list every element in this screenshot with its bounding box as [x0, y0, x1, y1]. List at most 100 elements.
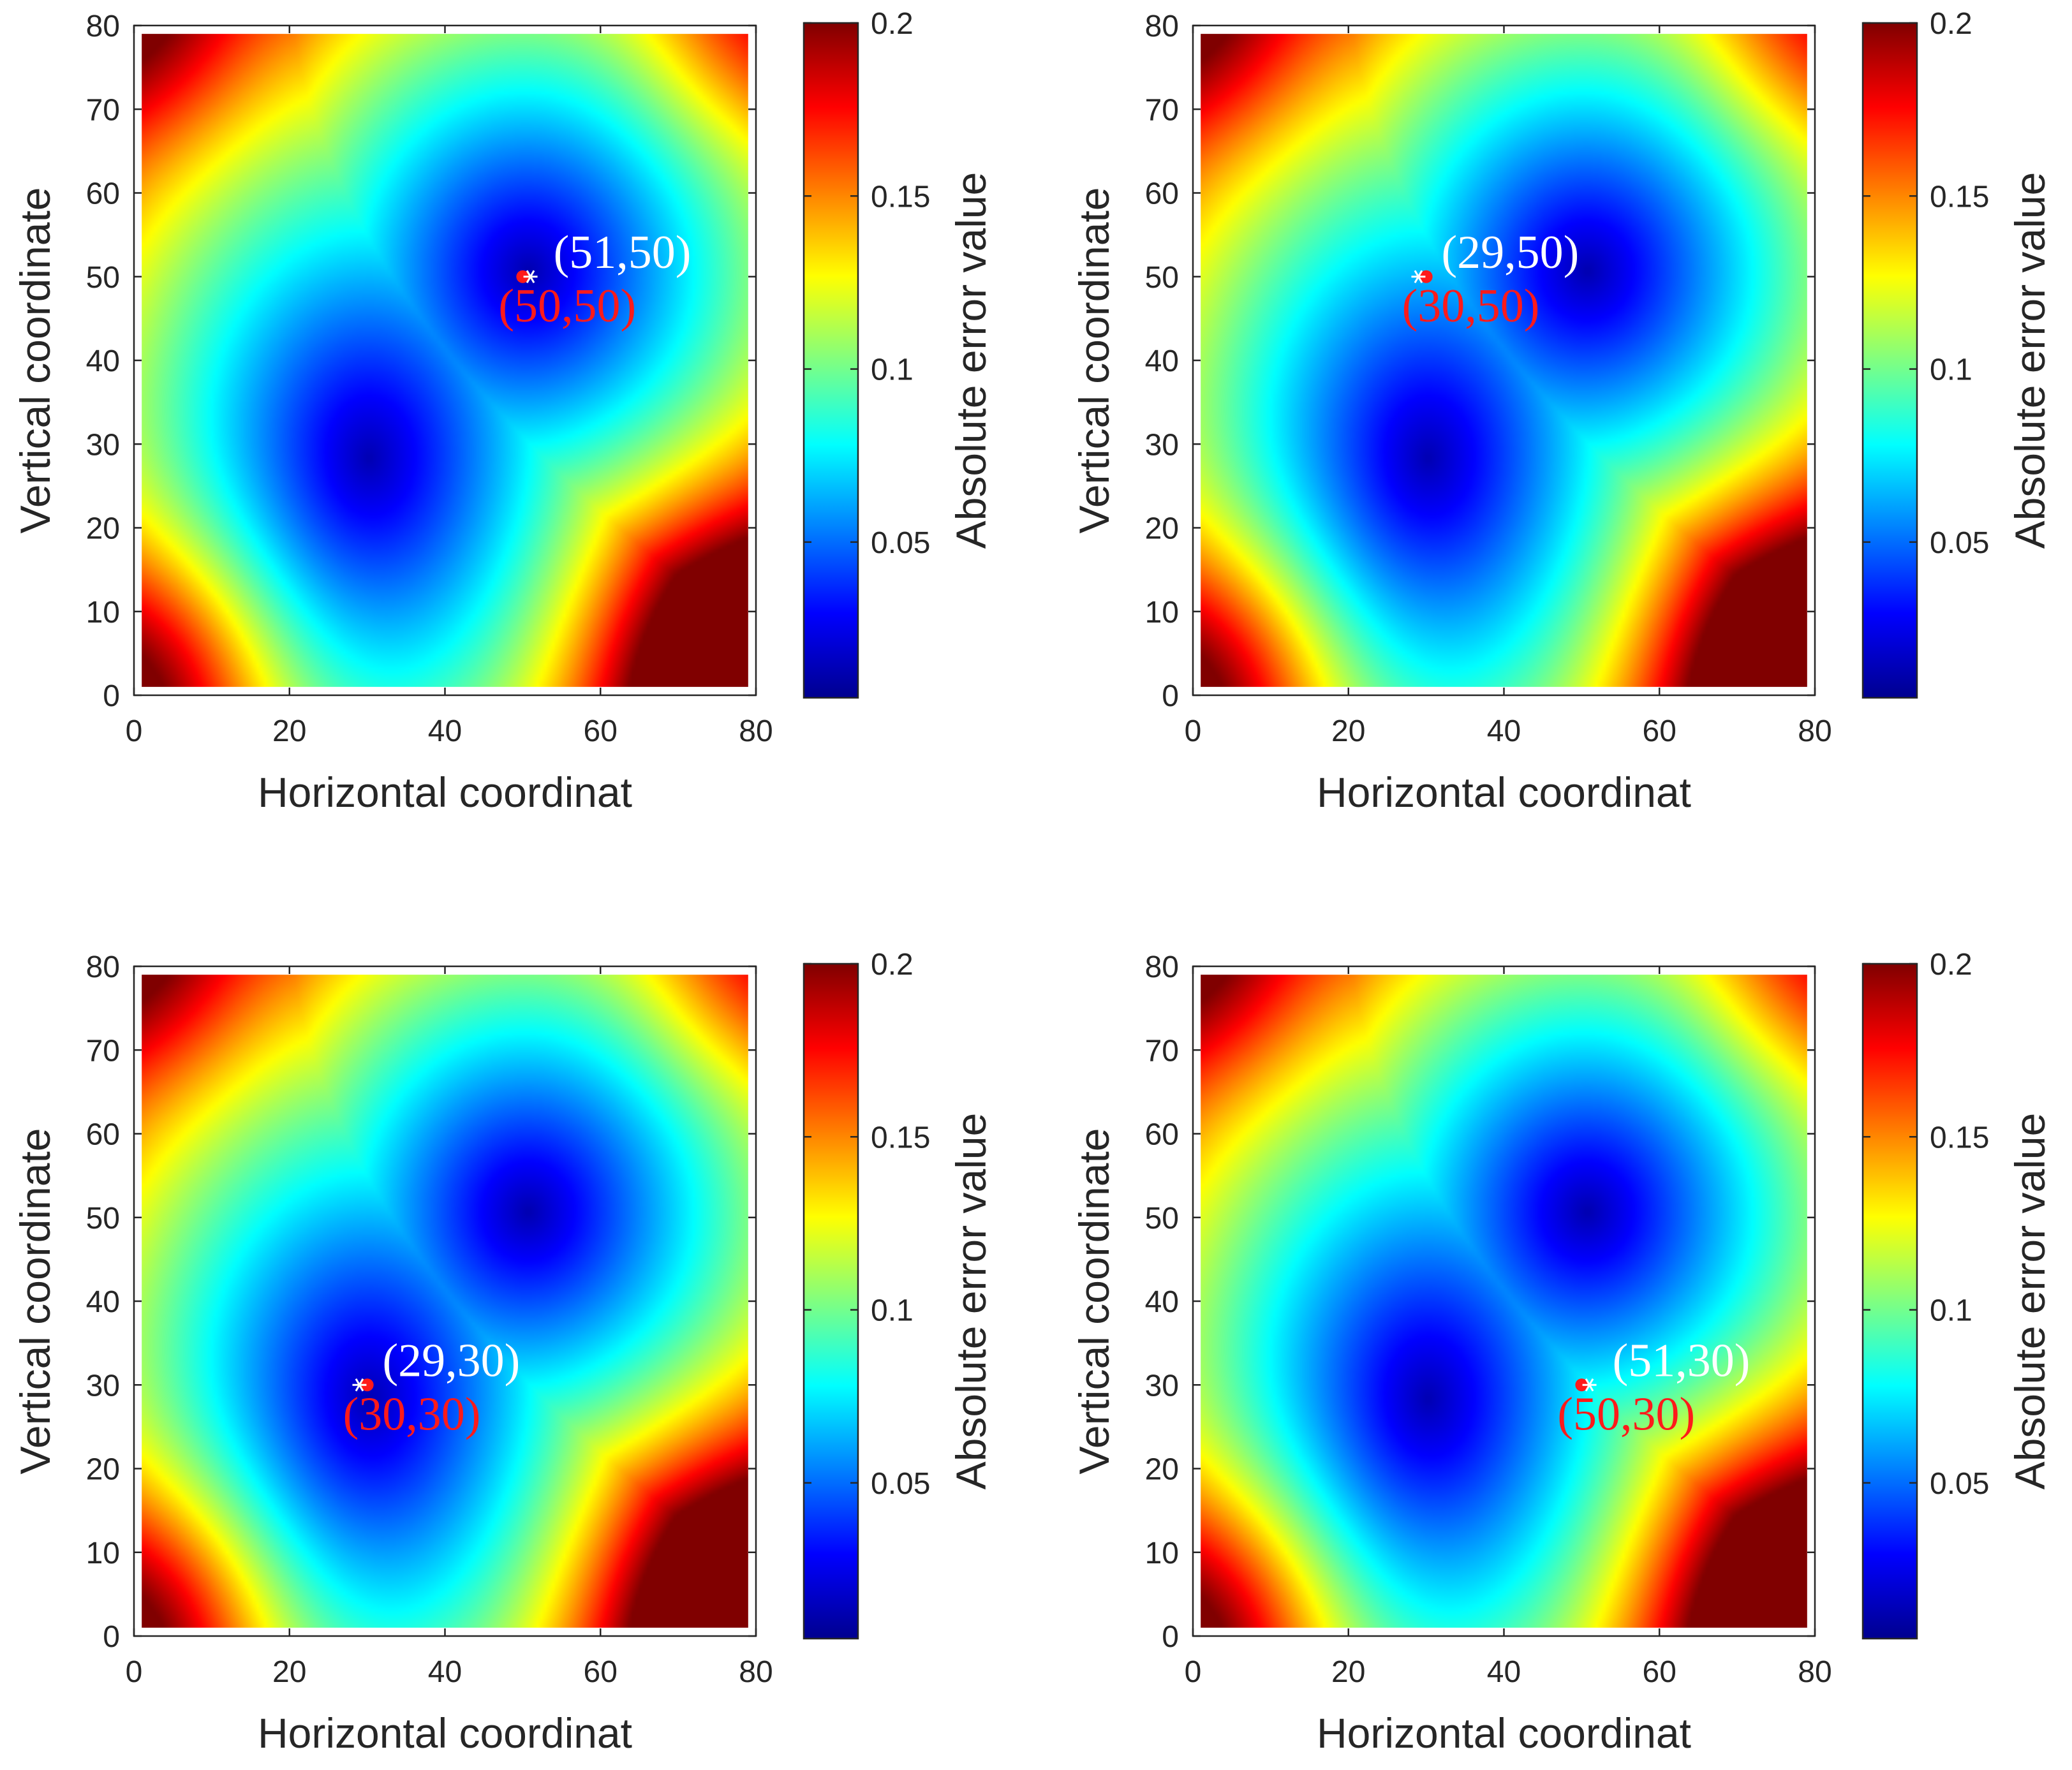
colorbar	[803, 22, 859, 699]
colorbar-tick-label: 0.1	[1930, 1294, 1972, 1328]
y-tick-label: 40	[1145, 1285, 1179, 1319]
y-tick-label: 40	[86, 344, 120, 378]
estimate-label: (29,30)	[382, 1334, 520, 1387]
y-tick-label: 50	[1145, 261, 1179, 295]
target-label: (50,50)	[498, 280, 636, 332]
y-tick-label: 50	[86, 1202, 120, 1235]
colorbar-tick-label: 0.1	[1930, 353, 1972, 387]
colorbar-tick-label: 0.1	[871, 1294, 914, 1328]
colorbar-tick-label: 0.1	[871, 353, 914, 387]
estimate-point	[352, 1378, 367, 1392]
heatmap-surface	[1201, 34, 1807, 687]
colorbar-tick-label: 0.2	[871, 948, 914, 982]
x-tick-label: 20	[272, 714, 306, 748]
heatmap-surface	[1201, 975, 1807, 1628]
x-tick-label: 40	[428, 1655, 462, 1689]
y-axis-label: Vertical coordinate	[11, 188, 59, 534]
x-tick-label: 0	[126, 714, 143, 748]
colorbar-tick-label: 0.05	[871, 526, 930, 560]
colorbar-tick-label: 0.05	[1930, 1467, 1989, 1501]
x-axis-label: Horizontal coordinat	[258, 769, 632, 816]
colorbar-tick-label: 0.05	[871, 1467, 930, 1501]
target-label: (30,50)	[1402, 280, 1540, 332]
y-axis-label: Vertical coordinate	[1070, 1128, 1118, 1475]
x-tick-label: 60	[584, 1655, 618, 1689]
x-tick-label: 40	[428, 714, 462, 748]
y-tick-label: 10	[86, 596, 120, 630]
y-tick-label: 30	[86, 1369, 120, 1403]
x-tick-label: 80	[739, 714, 773, 748]
y-tick-label: 10	[1145, 1537, 1179, 1570]
x-tick-label: 60	[584, 714, 618, 748]
y-axis-label: Vertical coordinate	[11, 1128, 59, 1475]
colorbar-label: Absolute error value	[947, 172, 995, 549]
colorbar-tick-label: 0.15	[1930, 180, 1989, 214]
heatmap-panel-bottom-right: 0 20 40 60 80 0 10 20 30 40 50 60 70 80 Horizontal coo…	[1070, 948, 2054, 1757]
y-tick-label: 60	[1145, 1118, 1179, 1152]
y-tick-label: 80	[86, 950, 120, 984]
y-tick-label: 10	[1145, 596, 1179, 630]
target-point	[1419, 270, 1433, 283]
colorbar-tick-label: 0.05	[1930, 526, 1989, 560]
y-tick-label: 0	[103, 1620, 120, 1654]
estimate-point	[1582, 1378, 1597, 1392]
target-point	[360, 1378, 374, 1392]
y-tick-label: 0	[1162, 679, 1179, 713]
y-tick-label: 20	[86, 1453, 120, 1487]
x-axis-label: Horizontal coordinat	[258, 1709, 632, 1757]
x-tick-label: 0	[126, 1655, 143, 1689]
x-tick-label: 80	[1798, 1655, 1832, 1689]
y-tick-label: 50	[1145, 1202, 1179, 1235]
colorbar	[1861, 962, 1918, 1640]
estimate-label: (51,30)	[1613, 1334, 1750, 1387]
x-tick-label: 60	[1643, 714, 1676, 748]
colorbar-label: Absolute error value	[2006, 1113, 2054, 1490]
x-tick-label: 0	[1185, 714, 1202, 748]
y-tick-label: 80	[1145, 950, 1179, 984]
y-tick-label: 80	[86, 10, 120, 43]
colorbar-tick-label: 0.15	[1930, 1121, 1989, 1154]
estimate-label: (29,50)	[1441, 226, 1579, 279]
y-tick-label: 30	[1145, 1369, 1179, 1403]
colorbar	[1861, 22, 1918, 699]
y-tick-label: 60	[86, 177, 120, 211]
colorbar	[803, 962, 859, 1640]
x-tick-label: 40	[1487, 714, 1521, 748]
x-tick-label: 60	[1643, 1655, 1676, 1689]
heatmap-panel-bottom-left: 0 20 40 60 80 0 10 20 30 40 50 60 70 80 Horizontal coo…	[11, 948, 995, 1757]
y-tick-label: 70	[1145, 93, 1179, 127]
y-tick-label: 40	[1145, 344, 1179, 378]
estimate-point	[523, 270, 538, 284]
y-tick-label: 50	[86, 261, 120, 295]
x-axis-label: Horizontal coordinat	[1317, 769, 1691, 816]
x-tick-label: 80	[739, 1655, 773, 1689]
colorbar-tick-label: 0.2	[1930, 7, 1972, 41]
x-tick-label: 40	[1487, 1655, 1521, 1689]
x-tick-label: 20	[1331, 714, 1365, 748]
y-tick-label: 0	[1162, 1620, 1179, 1654]
heatmap-panel-top-right: 0 20 40 60 80 0 10 20 30 40 50 60 70 80 Horizontal coo…	[1070, 7, 2054, 816]
y-tick-label: 20	[1145, 1453, 1179, 1487]
colorbar-tick-label: 0.15	[871, 1121, 930, 1154]
y-tick-label: 70	[86, 93, 120, 127]
y-tick-label: 20	[1145, 512, 1179, 546]
colorbar-label: Absolute error value	[2006, 172, 2054, 549]
colorbar-tick-label: 0.2	[871, 7, 914, 41]
y-tick-label: 80	[1145, 10, 1179, 43]
y-tick-label: 30	[1145, 428, 1179, 462]
colorbar-label: Absolute error value	[947, 1113, 995, 1490]
y-tick-label: 70	[86, 1034, 120, 1068]
y-axis-label: Vertical coordinate	[1070, 188, 1118, 534]
y-tick-label: 60	[1145, 177, 1179, 211]
x-tick-label: 80	[1798, 714, 1832, 748]
y-tick-label: 20	[86, 512, 120, 546]
y-tick-label: 30	[86, 428, 120, 462]
colorbar-tick-label: 0.15	[871, 180, 930, 214]
x-tick-label: 20	[272, 1655, 306, 1689]
target-point	[1575, 1378, 1588, 1392]
x-axis-label: Horizontal coordinat	[1317, 1709, 1691, 1757]
colorbar-tick-label: 0.2	[1930, 948, 1972, 982]
y-tick-label: 0	[103, 679, 120, 713]
x-tick-label: 20	[1331, 1655, 1365, 1689]
y-tick-label: 70	[1145, 1034, 1179, 1068]
